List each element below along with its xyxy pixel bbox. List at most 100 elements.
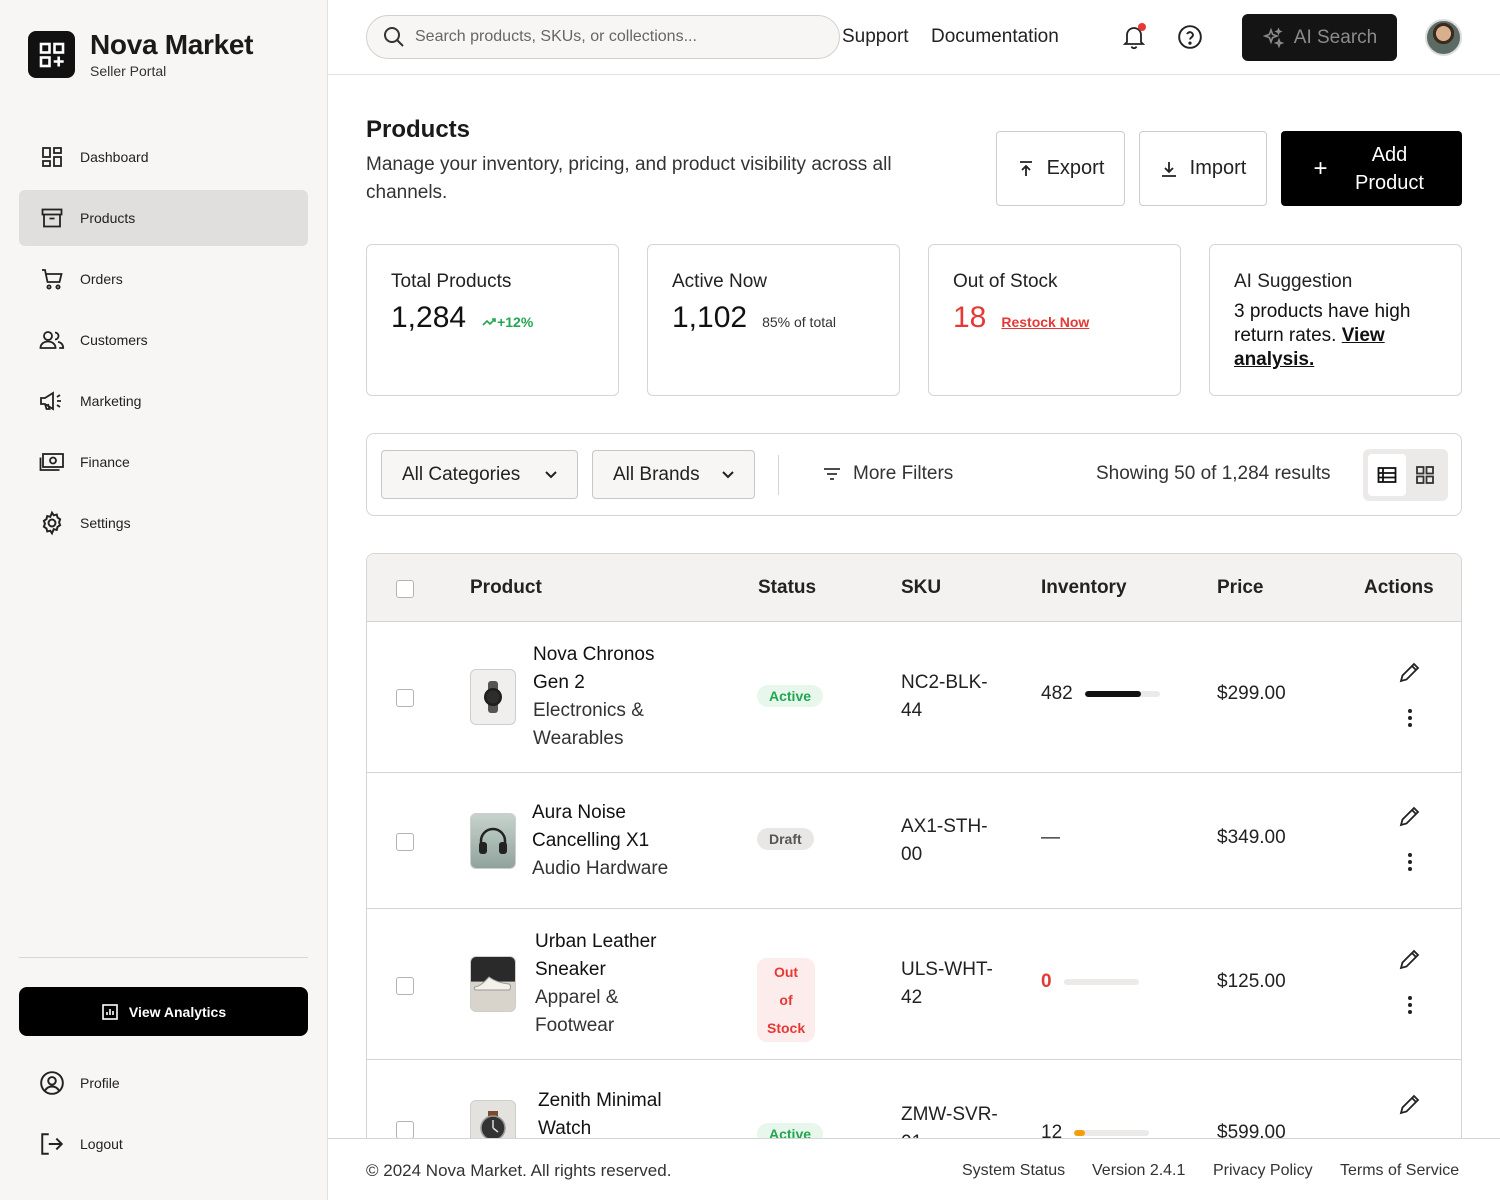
inventory-count: — <box>1041 827 1060 848</box>
kebab-menu-icon <box>1408 996 1412 1014</box>
more-options-button[interactable] <box>1407 708 1413 728</box>
sidebar-item-label: Profile <box>80 1075 120 1091</box>
stat-label: Out of Stock <box>953 271 1058 292</box>
table-row[interactable]: Aura Noise Cancelling X1 Audio Hardware … <box>367 773 1461 909</box>
help-circle-icon <box>1177 24 1203 50</box>
chevron-down-icon <box>720 466 736 482</box>
watch-icon <box>480 1111 506 1145</box>
column-header-inventory[interactable]: Inventory <box>1041 577 1127 598</box>
product-thumbnail <box>470 669 516 725</box>
stock-bar-fill <box>1084 691 1141 697</box>
help-button[interactable] <box>1175 22 1205 52</box>
export-label: Export <box>1046 157 1105 179</box>
products-table: Product Status SKU Inventory Price Actio… <box>366 553 1462 1193</box>
more-options-button[interactable] <box>1407 852 1413 872</box>
row-checkbox[interactable] <box>396 1121 414 1139</box>
product-category: Apparel & Footwear <box>535 987 619 1036</box>
sidebar-item-label: Customers <box>80 332 148 348</box>
product-category: Audio Hardware <box>532 858 669 879</box>
list-view-button[interactable] <box>1368 454 1406 496</box>
user-circle-icon <box>39 1070 65 1096</box>
brand-name: Nova Market <box>90 29 254 60</box>
edit-button[interactable] <box>1398 804 1422 828</box>
category-select[interactable]: All Categories <box>381 450 578 499</box>
pencil-icon <box>1399 1094 1420 1115</box>
product-name[interactable]: Nova Chronos Gen 2 <box>533 644 655 693</box>
grid-view-button[interactable] <box>1406 454 1444 496</box>
chevron-down-icon <box>543 466 559 482</box>
column-header-sku[interactable]: SKU <box>901 577 942 598</box>
stat-label: AI Suggestion <box>1234 271 1353 292</box>
row-actions <box>1397 660 1423 728</box>
sidebar-item-marketing[interactable]: Marketing <box>19 373 308 429</box>
documentation-link[interactable]: Documentation <box>931 26 1059 47</box>
inventory-cell: — <box>1041 827 1060 849</box>
ai-search-button[interactable]: AI Search <box>1242 14 1397 61</box>
sidebar-item-finance[interactable]: Finance <box>19 434 308 490</box>
row-checkbox[interactable] <box>396 977 414 995</box>
inventory-count: 0 <box>1041 971 1052 992</box>
status-badge: Draft <box>757 828 814 850</box>
table-row[interactable]: Urban Leather Sneaker Apparel & Footwear… <box>367 909 1461 1060</box>
sidebar-item-logout[interactable]: Logout <box>19 1116 308 1172</box>
add-product-label: Add Product <box>1355 143 1424 194</box>
column-header-price[interactable]: Price <box>1217 577 1264 598</box>
view-analytics-button[interactable]: View Analytics <box>19 987 308 1036</box>
product-price: $599.00 <box>1217 1122 1286 1143</box>
table-row[interactable]: Zenith Minimal Watch Active ZMW-SVR-01 1… <box>367 1060 1461 1192</box>
product-name[interactable]: Aura Noise Cancelling X1 <box>532 802 650 851</box>
row-checkbox[interactable] <box>396 833 414 851</box>
sidebar-item-profile[interactable]: Profile <box>19 1055 308 1111</box>
filter-lines-icon <box>823 467 841 481</box>
sidebar-item-products[interactable]: Products <box>19 190 308 246</box>
smartwatch-icon <box>484 681 502 713</box>
row-checkbox[interactable] <box>396 689 414 707</box>
sidebar-item-settings[interactable]: Settings <box>19 495 308 551</box>
product-name[interactable]: Urban Leather Sneaker <box>535 931 657 980</box>
page-title: Products <box>366 116 471 143</box>
edit-button[interactable] <box>1398 1092 1422 1116</box>
sidebar-item-label: Finance <box>80 454 130 470</box>
import-label: Import <box>1189 157 1247 179</box>
search-bar[interactable] <box>366 15 840 59</box>
product-price: $299.00 <box>1217 683 1286 704</box>
product-thumbnail <box>470 813 516 869</box>
table-header: Product Status SKU Inventory Price Actio… <box>367 554 1461 622</box>
table-row[interactable]: Nova Chronos Gen 2 Electronics & Wearabl… <box>367 622 1461 773</box>
stat-value: 1,102 <box>672 301 748 334</box>
sidebar-item-customers[interactable]: Customers <box>19 312 308 368</box>
product-info: Aura Noise Cancelling X1 Audio Hardware <box>532 799 682 883</box>
sneaker-icon <box>473 976 511 991</box>
stat-card-active-now: Active Now 1,102 85% of total <box>647 244 900 396</box>
import-button[interactable]: Import <box>1139 131 1267 206</box>
filter-bar: All Categories All Brands More Filters S… <box>366 433 1462 516</box>
product-name[interactable]: Zenith Minimal Watch <box>538 1090 662 1139</box>
brand-select[interactable]: All Brands <box>592 450 755 499</box>
edit-button[interactable] <box>1398 947 1422 971</box>
column-header-product[interactable]: Product <box>470 577 542 598</box>
stock-bar <box>1084 691 1160 697</box>
brand[interactable]: Nova Market Seller Portal <box>28 29 254 79</box>
edit-button[interactable] <box>1398 660 1422 684</box>
add-product-button[interactable]: + Add Product <box>1281 131 1462 206</box>
restock-now-link[interactable]: Restock Now <box>1001 314 1090 330</box>
column-header-status[interactable]: Status <box>758 577 817 598</box>
terms-of-service-link[interactable]: Terms of Service <box>1340 1162 1460 1179</box>
avatar[interactable] <box>1425 19 1462 56</box>
sidebar-item-orders[interactable]: Orders <box>19 251 308 307</box>
privacy-policy-link[interactable]: Privacy Policy <box>1213 1162 1313 1179</box>
more-options-button[interactable] <box>1407 995 1413 1015</box>
support-link[interactable]: Support <box>842 26 909 47</box>
search-input[interactable] <box>415 28 795 46</box>
select-all-checkbox[interactable] <box>396 580 414 598</box>
export-button[interactable]: Export <box>996 131 1125 206</box>
banknote-icon <box>39 449 65 475</box>
product-category: Electronics & Wearables <box>533 700 644 749</box>
bar-chart-icon <box>101 1003 119 1021</box>
sidebar-item-dashboard[interactable]: Dashboard <box>19 129 308 185</box>
notifications-button[interactable] <box>1119 22 1149 52</box>
more-filters-button[interactable]: More Filters <box>823 463 953 485</box>
view-analysis-link[interactable]: View analysis. <box>1234 325 1385 370</box>
plus-icon: + <box>1313 154 1328 182</box>
system-status-link[interactable]: System Status <box>962 1162 1066 1179</box>
